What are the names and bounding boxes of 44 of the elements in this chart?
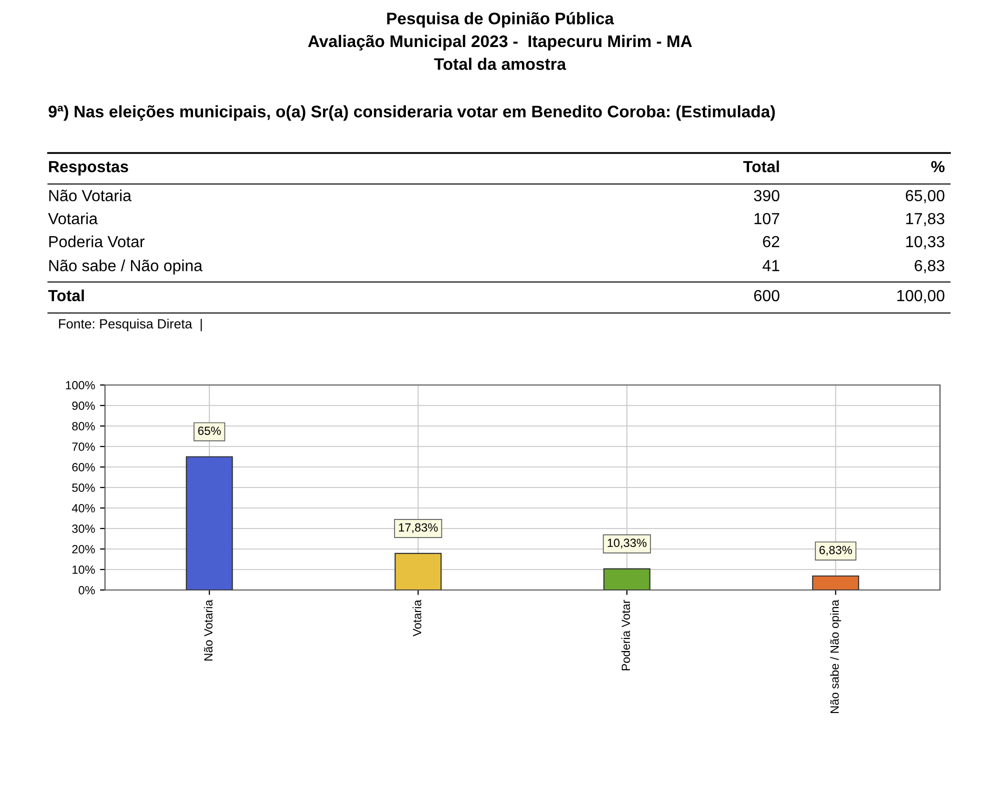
text: Poderia Votar <box>49 236 145 248</box>
y-tick-label: 90% <box>72 402 95 410</box>
y-tick-label: 40% <box>72 504 95 512</box>
text: % <box>931 161 945 172</box>
data-label: 65% <box>198 426 221 435</box>
chart-title: Pesquisa de Opinião Pública Avaliação Municipal 2023 - Itapecuru Mirim - MA Total da amostra <box>308 12 692 70</box>
text: Respostas <box>49 161 128 176</box>
source-note: Fonte: Pesquisa Direta | <box>59 318 202 332</box>
bar <box>186 456 233 590</box>
y-tick-label: 0% <box>78 586 95 594</box>
data-label: 6,83% <box>819 546 852 556</box>
text: 390 <box>754 190 780 202</box>
y-tick-label: 60% <box>72 463 95 472</box>
x-tick-label: Não sabe / Não opina <box>830 600 842 713</box>
chart-subtitle: 9ª) Nas eleições municipais, o(a) Sr(a) consideraria votar em Benedito Coroba: (Estimulada) <box>48 105 775 121</box>
data-label: 17,83% <box>399 523 438 534</box>
bar <box>394 552 442 590</box>
text: 65,00 <box>906 190 944 204</box>
text: 41 <box>762 260 780 272</box>
y-tick-label: 80% <box>72 422 95 430</box>
text: 62 <box>763 236 780 248</box>
text: Total <box>48 290 84 302</box>
y-tick-label: 50% <box>72 484 95 492</box>
data-label: 10,33% <box>608 538 646 548</box>
bar <box>603 568 650 590</box>
text: Não Votaria <box>49 190 132 202</box>
text: Total <box>743 160 779 172</box>
text: 10,33 <box>906 236 944 250</box>
x-tick-label: Poderia Votar <box>621 600 630 670</box>
y-tick-label: 10% <box>72 566 95 574</box>
bar <box>812 575 860 590</box>
text: Não sabe / Não opina <box>49 260 203 274</box>
y-tick-label: 70% <box>72 442 95 451</box>
text: 600 <box>754 290 780 302</box>
y-tick-label: 30% <box>72 524 95 533</box>
text: 107 <box>754 212 780 224</box>
text: 17,83 <box>906 212 944 226</box>
text: 100,00 <box>897 290 944 304</box>
text: Votaria <box>48 212 98 224</box>
x-tick-label: Não Votaria <box>204 600 213 660</box>
y-tick-label: 100% <box>66 381 95 390</box>
text: 6,83 <box>914 260 944 274</box>
y-tick-label: 20% <box>72 545 95 554</box>
x-tick-label: Votaria <box>412 600 422 636</box>
